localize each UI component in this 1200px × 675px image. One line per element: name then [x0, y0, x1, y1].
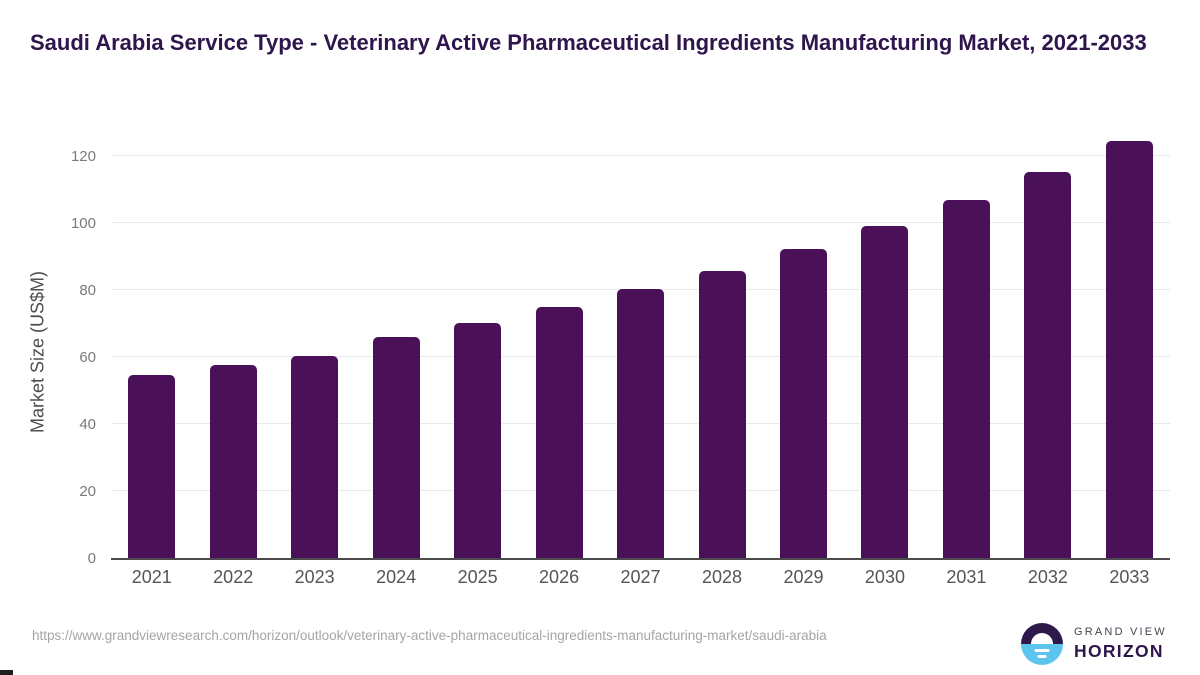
y-tick-label-80: 80	[79, 282, 96, 299]
x-axis-label-2022: 2022	[213, 567, 254, 587]
bar-slot-2026	[518, 138, 599, 558]
bar-slot-2030	[844, 138, 925, 558]
x-axis-label-2029: 2029	[783, 567, 824, 587]
x-axis-label-2027: 2027	[620, 567, 661, 587]
bar-2033	[1105, 140, 1153, 558]
logo-text: GRAND VIEW HORIZON	[1074, 626, 1167, 662]
plot-area: 0 20 40 60 80 100 120	[71, 138, 1170, 567]
x-axis-label-2025: 2025	[457, 567, 498, 587]
x-axis-labels: 2021 2022 2023 2024 2025 2026 2027 2028 2029 2030…	[111, 567, 1170, 588]
x-axis-label-2032: 2032	[1027, 567, 1068, 587]
grand-view-horizon-logo: GRAND VIEW HORIZON	[1021, 623, 1167, 665]
source-url: https://www.grandviewresearch.com/horizo…	[32, 628, 827, 643]
y-axis-title: Market Size (US$M)	[27, 270, 48, 434]
bar-2029	[779, 249, 827, 558]
gridline-100	[111, 222, 1170, 223]
horizon-sunrise-icon	[1021, 623, 1063, 665]
x-axis-label-2026: 2026	[539, 567, 580, 587]
bar-slot-2027	[600, 138, 681, 558]
bar-2024	[372, 336, 420, 558]
x-axis-label-2024: 2024	[376, 567, 417, 587]
bar-2026	[535, 307, 583, 558]
bar-2028	[698, 270, 746, 558]
y-tick-label-100: 100	[70, 215, 96, 232]
bar-2030	[861, 226, 909, 558]
sun-reflection-line-2	[1037, 654, 1047, 658]
x-axis-label-2028: 2028	[701, 567, 743, 587]
x-axis-label-2023: 2023	[294, 567, 335, 587]
bar-slot-2021	[111, 138, 192, 558]
y-tick-label-40: 40	[79, 416, 96, 433]
sun-reflection-line-1	[1034, 648, 1050, 652]
x-axis-label-2030: 2030	[864, 567, 905, 587]
logo-brand-name: GRAND VIEW	[1074, 626, 1167, 638]
bar-slot-2033	[1089, 138, 1170, 558]
y-tick-label-60: 60	[79, 349, 96, 366]
bar-slot-2022	[192, 138, 273, 558]
bar-slot-2025	[437, 138, 518, 558]
bar-2031	[942, 199, 990, 558]
bar-2021	[128, 374, 176, 558]
x-axis-label-2031: 2031	[946, 567, 987, 587]
y-tick-label-120: 120	[70, 148, 96, 165]
logo-product-name: HORIZON	[1074, 641, 1164, 661]
bar-slot-2029	[763, 138, 844, 558]
gridline-120	[111, 155, 1170, 156]
bar-slot-2032	[1007, 138, 1088, 558]
bar-2023	[291, 356, 339, 558]
corner-artifact	[0, 670, 13, 675]
bar-2027	[617, 288, 665, 558]
x-axis-label-2033: 2033	[1109, 567, 1150, 587]
y-tick-label-20: 20	[79, 483, 96, 500]
x-axis-label-2021: 2021	[131, 567, 172, 587]
bar-2022	[209, 365, 257, 558]
bar-slot-2031	[926, 138, 1007, 558]
bar-series	[111, 138, 1170, 558]
bar-2025	[454, 322, 502, 558]
bar-2032	[1024, 171, 1072, 558]
bar-slot-2024	[355, 138, 436, 558]
sun-dome-shape	[1031, 633, 1053, 644]
bar-slot-2023	[274, 138, 355, 558]
y-tick-label-0: 0	[87, 550, 96, 567]
chart-title: Saudi Arabia Service Type - Veterinary A…	[30, 30, 1147, 55]
bar-slot-2028	[681, 138, 762, 558]
